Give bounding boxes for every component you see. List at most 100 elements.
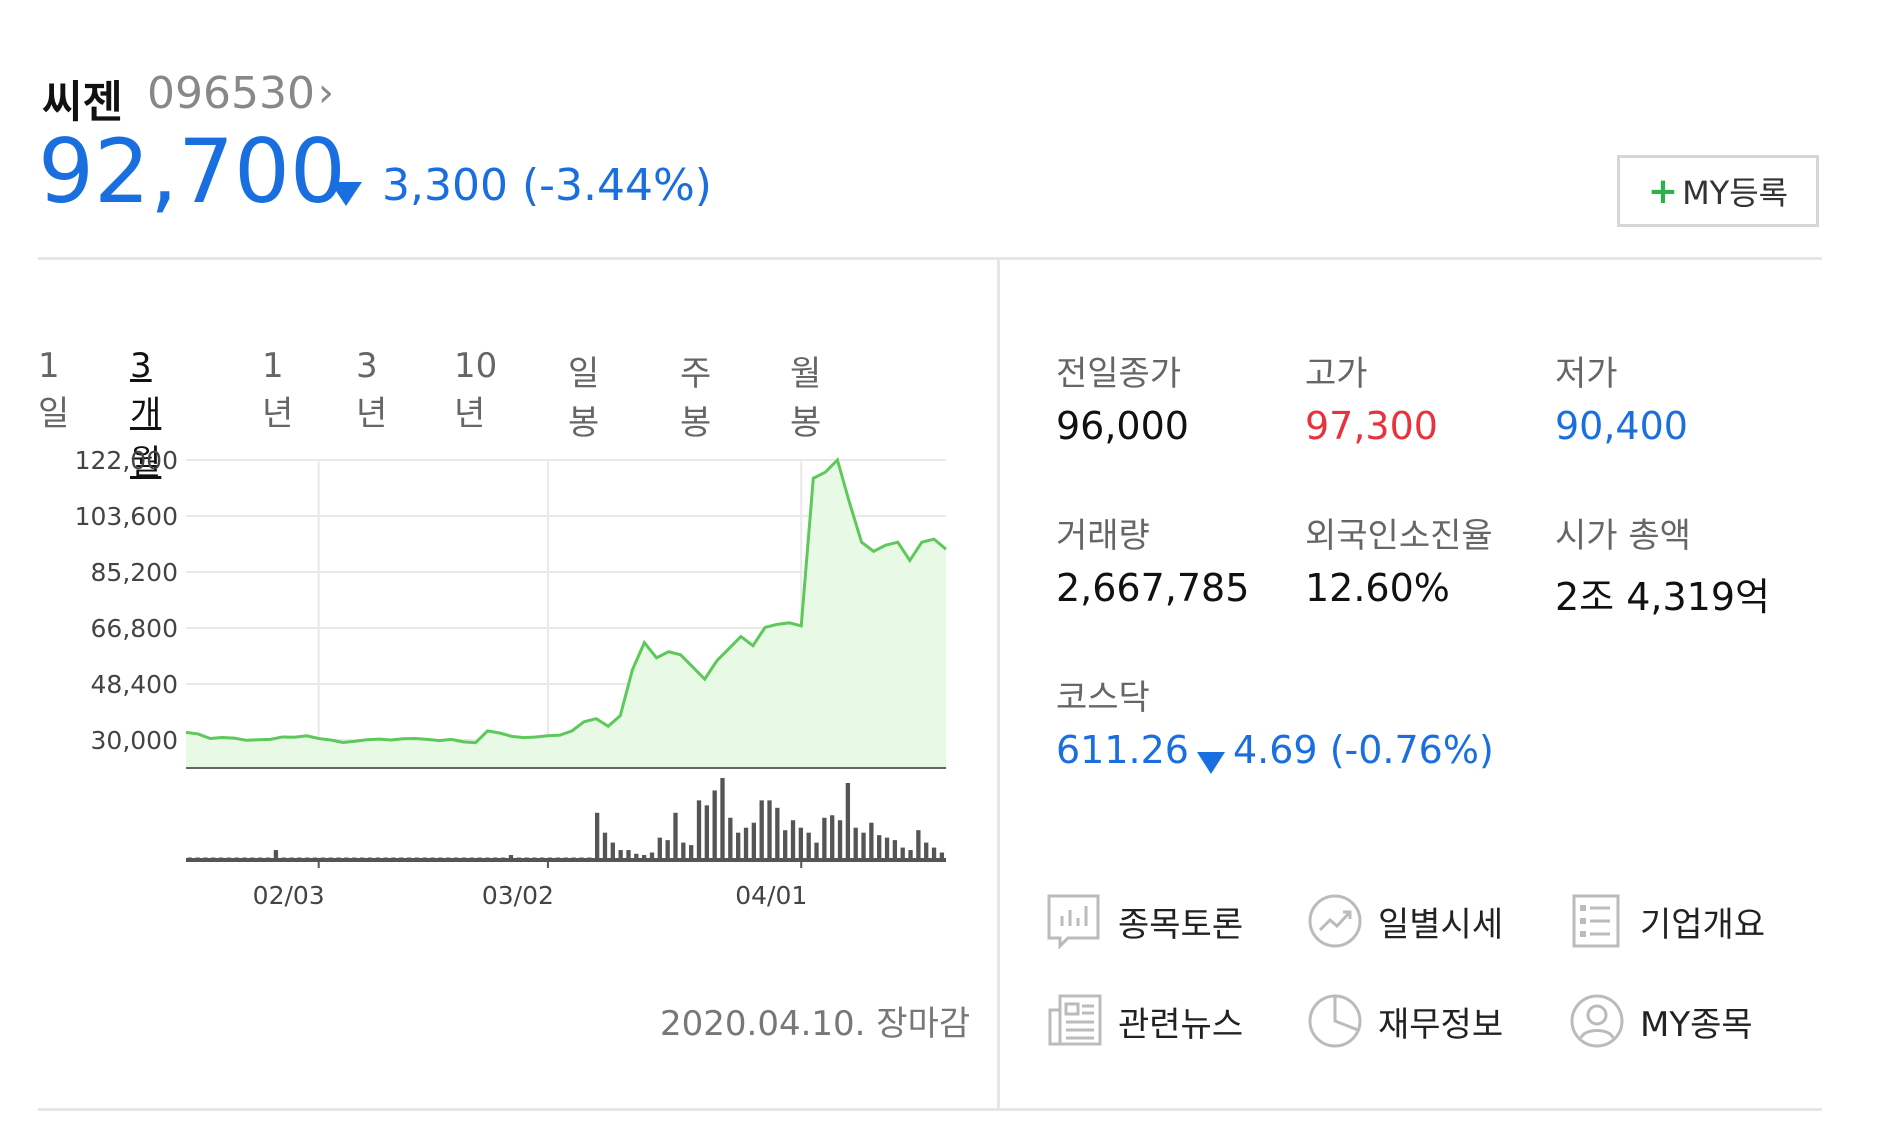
discussion-label: 종목토론 (1118, 904, 1244, 945)
prev-close-label: 전일종가 (1056, 354, 1182, 394)
user-icon (1570, 994, 1624, 1048)
company-overview-label: 기업개요 (1640, 904, 1766, 945)
tab-3month[interactable]: 3개월 (130, 346, 162, 483)
volume-bar (642, 855, 647, 860)
foreign-ratio-label: 외국인소진율 (1305, 516, 1493, 556)
down-triangle-icon (1197, 752, 1225, 774)
related-news-link[interactable]: 관련뉴스 (1046, 992, 1243, 1050)
price-chart[interactable]: 122,000 103,600 85,200 66,800 48,400 30,000 02… (60, 430, 960, 930)
volume-bar (939, 852, 945, 860)
chart-date: 2020.04.10. 장마감 (660, 1004, 971, 1044)
discussion-link[interactable]: 종목토론 (1046, 892, 1243, 950)
tab-1year[interactable]: 1년 (262, 346, 294, 434)
low-value: 90,400 (1555, 404, 1688, 448)
x-tick-label: 02/03 (253, 881, 325, 910)
low-label: 저가 (1555, 354, 1618, 394)
trend-circle-icon (1308, 894, 1362, 948)
volume-label: 거래량 (1056, 516, 1150, 556)
tab-daily[interactable]: 일봉 (568, 354, 600, 443)
x-tick-label: 03/02 (482, 881, 554, 910)
volume-bar (837, 820, 843, 860)
top-divider (38, 257, 1822, 260)
volume-bar (767, 800, 772, 860)
pie-chart-icon (1308, 994, 1362, 1048)
volume-bar (783, 830, 788, 860)
market-cap-value: 2조 4,319억 (1555, 575, 1770, 619)
volume-bar (508, 855, 514, 860)
price-change: 3,300 (-3.44%) (382, 160, 712, 211)
newspaper-icon (1048, 994, 1102, 1046)
price-area (186, 460, 946, 768)
stock-code[interactable]: 096530 (147, 68, 315, 119)
related-news-label: 관련뉴스 (1118, 1004, 1244, 1045)
tab-10year[interactable]: 10년 (454, 346, 498, 434)
volume-bar (790, 820, 796, 860)
volume-bar (861, 832, 866, 860)
tab-monthly[interactable]: 월봉 (790, 354, 822, 443)
volume-bar (822, 817, 827, 860)
my-stock-link[interactable]: MY종목 (1568, 992, 1753, 1050)
volume-bar (634, 853, 639, 860)
my-register-button[interactable]: + MY등록 (1617, 155, 1819, 227)
down-triangle-icon (330, 182, 362, 206)
volume-bar (626, 850, 631, 860)
volume-bar (869, 822, 874, 860)
volume-bar (916, 830, 921, 860)
market-cap-label: 시가 총액 (1555, 516, 1691, 556)
volume-bar (610, 842, 615, 860)
volume-bar (884, 837, 890, 860)
index-value: 611.26 (1056, 728, 1189, 772)
volume-bar (696, 800, 702, 860)
vertical-divider (997, 260, 1000, 1108)
financial-info-label: 재무정보 (1378, 1004, 1504, 1045)
volume-bar (892, 840, 898, 860)
volume-bar (845, 782, 851, 860)
y-tick-label: 103,600 (75, 502, 178, 531)
volume-bar (924, 842, 929, 860)
index-label: 코스닥 (1056, 678, 1150, 718)
chevron-right-icon[interactable]: › (318, 70, 334, 116)
volume-bar (689, 845, 694, 860)
volume-bar (830, 815, 835, 860)
index-change: 4.69 (-0.76%) (1233, 728, 1494, 772)
volume-bar (618, 850, 623, 860)
financial-info-link[interactable]: 재무정보 (1306, 992, 1503, 1050)
foreign-ratio-value: 12.60% (1305, 566, 1450, 610)
volume-bar (649, 852, 655, 860)
volume-bar (273, 850, 279, 860)
my-stock-label: MY종목 (1640, 1004, 1753, 1045)
volume-bar (908, 850, 913, 860)
tab-1day[interactable]: 1일 (38, 346, 70, 434)
volume-bar (594, 812, 600, 860)
high-value: 97,300 (1305, 404, 1438, 448)
volume-bar (728, 817, 733, 860)
tab-weekly[interactable]: 주봉 (680, 354, 712, 443)
volume-bar (681, 842, 686, 860)
volume-bar (775, 807, 780, 860)
x-tick-label: 04/01 (735, 881, 807, 910)
y-tick-label: 122,000 (75, 446, 178, 475)
y-tick-label: 85,200 (91, 558, 178, 587)
high-label: 고가 (1305, 354, 1368, 394)
volume-bar (665, 840, 670, 860)
company-overview-link[interactable]: 기업개요 (1568, 892, 1765, 950)
volume-bar (720, 778, 725, 860)
prev-close-value: 96,000 (1056, 404, 1189, 448)
volume-bar (900, 847, 905, 860)
y-tick-label: 30,000 (91, 726, 178, 755)
daily-price-link[interactable]: 일별시세 (1306, 892, 1503, 950)
bottom-divider (38, 1108, 1822, 1111)
tab-3year[interactable]: 3년 (356, 346, 388, 434)
volume-value: 2,667,785 (1056, 566, 1250, 610)
plus-icon: + (1647, 170, 1679, 212)
volume-bar (798, 827, 804, 860)
volume-bar (602, 832, 608, 860)
stock-name: 씨젠 (42, 77, 123, 128)
daily-price-label: 일별시세 (1378, 904, 1504, 945)
y-tick-label: 48,400 (91, 670, 178, 699)
volume-bar (673, 812, 678, 860)
volume-bar (759, 800, 764, 860)
volume-bar (704, 805, 709, 860)
volume-bar (657, 837, 662, 860)
volume-bar (814, 842, 819, 860)
